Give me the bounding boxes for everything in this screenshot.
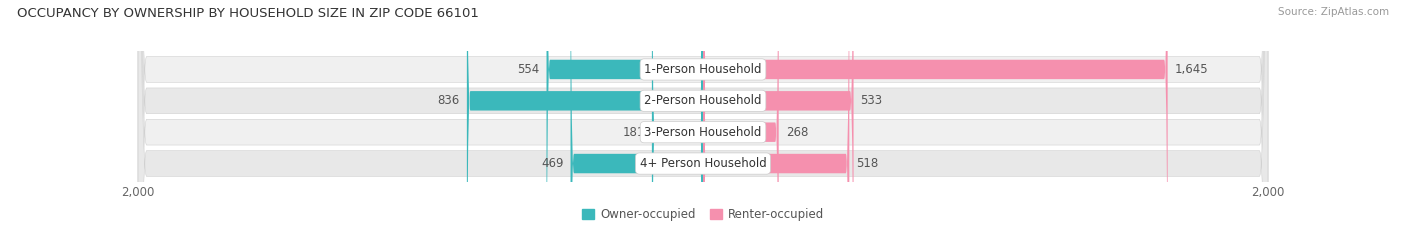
FancyBboxPatch shape xyxy=(703,0,1167,233)
Text: 268: 268 xyxy=(786,126,808,139)
Text: Source: ZipAtlas.com: Source: ZipAtlas.com xyxy=(1278,7,1389,17)
Text: OCCUPANCY BY OWNERSHIP BY HOUSEHOLD SIZE IN ZIP CODE 66101: OCCUPANCY BY OWNERSHIP BY HOUSEHOLD SIZE… xyxy=(17,7,479,20)
Text: 181: 181 xyxy=(623,126,645,139)
Text: 518: 518 xyxy=(856,157,879,170)
Text: 533: 533 xyxy=(860,94,883,107)
FancyBboxPatch shape xyxy=(547,0,703,233)
Text: 836: 836 xyxy=(437,94,460,107)
FancyBboxPatch shape xyxy=(703,0,853,233)
FancyBboxPatch shape xyxy=(138,0,1268,233)
Text: 3-Person Household: 3-Person Household xyxy=(644,126,762,139)
FancyBboxPatch shape xyxy=(467,0,703,233)
Text: 1-Person Household: 1-Person Household xyxy=(644,63,762,76)
FancyBboxPatch shape xyxy=(703,0,779,233)
Text: 1,645: 1,645 xyxy=(1174,63,1208,76)
FancyBboxPatch shape xyxy=(652,0,703,233)
FancyBboxPatch shape xyxy=(138,0,1268,233)
FancyBboxPatch shape xyxy=(138,0,1268,233)
FancyBboxPatch shape xyxy=(703,0,849,233)
Text: 469: 469 xyxy=(541,157,564,170)
Text: 4+ Person Household: 4+ Person Household xyxy=(640,157,766,170)
Text: 554: 554 xyxy=(517,63,540,76)
Text: 2-Person Household: 2-Person Household xyxy=(644,94,762,107)
Legend: Owner-occupied, Renter-occupied: Owner-occupied, Renter-occupied xyxy=(578,203,828,225)
FancyBboxPatch shape xyxy=(571,0,703,233)
FancyBboxPatch shape xyxy=(138,0,1268,233)
